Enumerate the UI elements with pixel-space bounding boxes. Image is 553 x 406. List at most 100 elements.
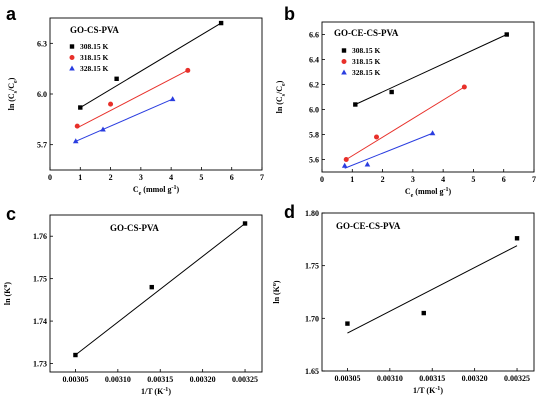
legend-label: 328.15 K (80, 64, 109, 73)
legend-marker (69, 55, 75, 60)
data-point (461, 84, 467, 90)
data-point (341, 162, 348, 168)
fit-line (77, 69, 189, 129)
x-tick-label: 6 (230, 173, 234, 182)
x-tick-label: 1 (78, 173, 82, 182)
fit-line (347, 245, 518, 334)
x-tick-label: 0.00315 (147, 375, 173, 384)
x-axis-label: 1/T (K-1) (413, 386, 443, 395)
panel-letter: c (6, 204, 16, 224)
plot-frame (321, 212, 535, 372)
y-tick-label: 5.6 (309, 156, 319, 165)
legend-marker (69, 44, 75, 49)
series-2 (74, 67, 191, 129)
data-point (149, 284, 154, 290)
x-axis-label: Ce (mmol g-1) (133, 185, 180, 197)
series-3 (341, 130, 436, 169)
series-1 (78, 20, 224, 110)
y-axis-label: ln (Cs/Ce) (7, 77, 19, 110)
data-point (72, 138, 79, 144)
panel-b: b GO-CE-CS-PVA 0 1 2 3 4 5 6 7 5.6 5.8 6.0 6.2 6.4 6.6 C… (275, 4, 536, 199)
x-tick-label: 3 (139, 173, 143, 182)
y-tick-label: 5.8 (309, 131, 319, 140)
x-tick-label: 5 (199, 173, 203, 182)
data-point (421, 310, 426, 316)
y-tick-label: 1.74 (33, 317, 47, 326)
data-point (185, 67, 191, 73)
x-tick-label: 0.00305 (62, 375, 88, 384)
y-axis-label: ln (Ko) (272, 280, 281, 304)
plot-frame (49, 17, 263, 171)
data-point (108, 101, 114, 107)
x-tick-label: 4 (169, 173, 173, 182)
y-tick-label: 1.70 (305, 314, 319, 323)
y-tick-label: 1.80 (305, 209, 319, 218)
plot-frame (49, 214, 263, 373)
legend-label: 318.15 K (80, 53, 109, 62)
data-point (169, 96, 176, 102)
data-point (218, 20, 224, 26)
fit-line (355, 34, 507, 105)
panel-letter: a (6, 4, 17, 24)
x-tick-label: 0.00325 (504, 374, 530, 383)
data-point (78, 105, 83, 110)
data-point (74, 123, 80, 129)
legend: 308.15 K 318.15 K 328.15 K (341, 46, 381, 77)
data-point (429, 130, 436, 136)
series-1 (345, 236, 520, 334)
panel-a: a GO-CS-PVA 0 1 2 3 4 5 6 7 5.7 6.0 6.3 Ce (mmol g-1)… (6, 4, 264, 197)
x-tick-label: 0.00305 (334, 374, 360, 383)
y-tick-label: 6.6 (309, 31, 319, 40)
series-2 (343, 84, 467, 162)
legend-marker (341, 48, 347, 53)
y-tick-label: 5.7 (37, 141, 47, 150)
data-point (345, 321, 350, 326)
y-tick-label: 6.2 (309, 81, 319, 90)
panel-c: c GO-CS-PVA 0.00305 0.00310 0.00315 0.00320 0.… (3, 204, 263, 396)
x-tick-label: 0.00320 (462, 374, 488, 383)
x-tick-label: 4 (441, 175, 445, 184)
fit-line (75, 223, 246, 356)
y-tick-label: 1.76 (33, 232, 47, 241)
y-axis-label: ln (Ko) (3, 282, 12, 306)
panel-letter: d (284, 202, 295, 222)
data-point (374, 134, 380, 140)
legend-marker (341, 59, 347, 64)
legend: 308.15 K 318.15 K 328.15 K (69, 42, 109, 73)
series-1 (73, 221, 248, 358)
y-tick-label: 1.75 (33, 275, 47, 284)
y-tick-label: 6.0 (37, 90, 47, 99)
y-tick-label: 6.3 (37, 39, 47, 48)
fit-line (80, 22, 222, 108)
data-point (364, 161, 371, 167)
fit-line (345, 86, 465, 160)
x-tick-label: 6 (502, 175, 506, 184)
y-axis-label: ln (Cs/Ce) (275, 80, 287, 113)
x-tick-label: 0 (320, 175, 324, 184)
x-tick-label: 0.00320 (190, 375, 216, 384)
y-tick-label: 1.65 (305, 367, 319, 376)
series-1 (353, 32, 509, 107)
data-point (504, 32, 509, 37)
legend-marker (341, 69, 347, 75)
chart-title: GO-CE-CS-PVA (336, 221, 401, 231)
x-tick-label: 2 (109, 173, 113, 182)
data-point (343, 157, 349, 162)
y-tick-label: 1.73 (33, 360, 47, 369)
x-tick-label: 1 (350, 175, 354, 184)
y-tick-label: 1.75 (305, 262, 319, 271)
data-point (73, 352, 78, 358)
legend-label: 328.15 K (352, 68, 381, 77)
data-point (514, 236, 520, 241)
chart-title: GO-CS-PVA (70, 25, 119, 35)
x-tick-label: 0.00310 (377, 374, 403, 383)
fit-line (75, 98, 173, 142)
panel-letter: b (284, 4, 295, 24)
x-tick-label: 0.00310 (105, 375, 131, 384)
chart-title: GO-CS-PVA (110, 223, 159, 233)
chart-title: GO-CE-CS-PVA (334, 28, 399, 38)
x-tick-label: 0.00315 (419, 374, 445, 383)
y-tick-label: 6.0 (309, 106, 319, 115)
legend-marker (69, 65, 75, 71)
